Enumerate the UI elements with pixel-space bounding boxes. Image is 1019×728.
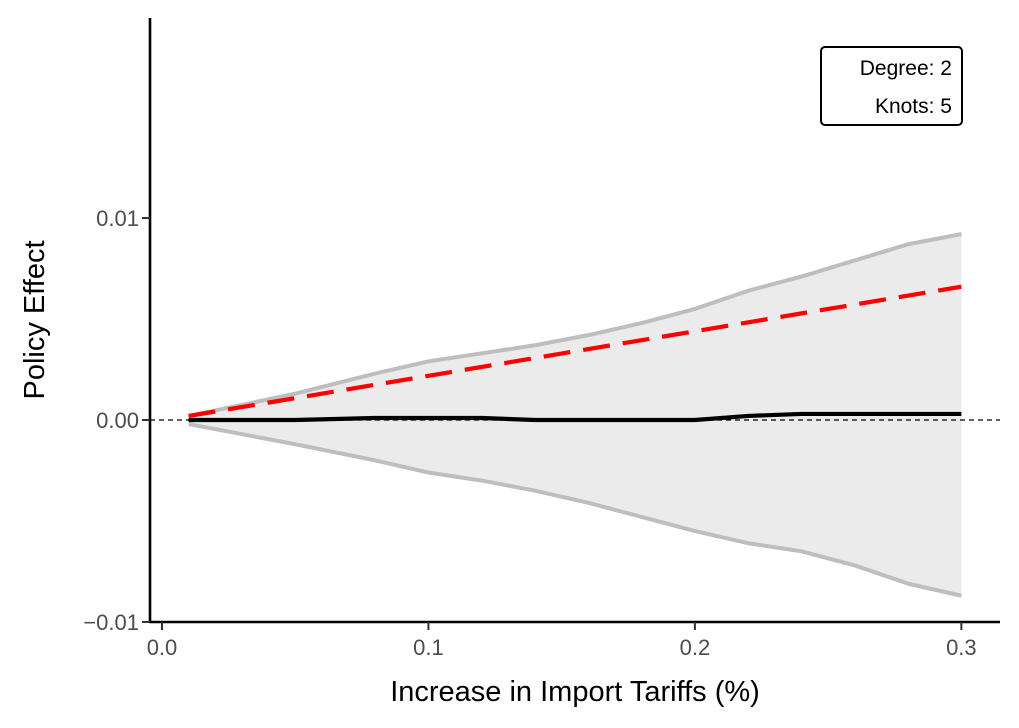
x-tick-label: 0.1 <box>413 635 444 660</box>
legend-knots: Knots: 5 <box>875 95 952 118</box>
y-tick-label: 0.01 <box>96 206 139 231</box>
x-axis-title: Increase in Import Tariffs (%) <box>390 676 760 708</box>
x-tick-label: 0.0 <box>147 635 178 660</box>
x-tick-label: 0.3 <box>946 635 977 660</box>
y-axis-ticks: −0.01 0.00 0.01 <box>83 206 150 635</box>
band-lower-line <box>188 422 962 598</box>
band-upper-line <box>188 232 962 418</box>
legend-degree: Degree: 2 <box>860 57 952 80</box>
band-fill <box>188 234 962 596</box>
x-tick-label: 0.2 <box>680 635 711 660</box>
confidence-band <box>188 232 962 598</box>
y-tick-label: 0.00 <box>96 408 139 433</box>
series-lines <box>188 284 962 423</box>
legend-frame <box>820 46 963 126</box>
legend-box: Degree: 2 Knots: 5 <box>820 46 963 126</box>
y-axis-title: Policy Effect <box>19 240 51 399</box>
axes <box>148 18 1000 624</box>
x-axis-ticks: 0.0 0.1 0.2 0.3 <box>147 622 977 660</box>
true-effect-dashed-line <box>188 284 962 419</box>
estimate-line <box>188 411 962 423</box>
y-tick-label: −0.01 <box>83 610 139 635</box>
